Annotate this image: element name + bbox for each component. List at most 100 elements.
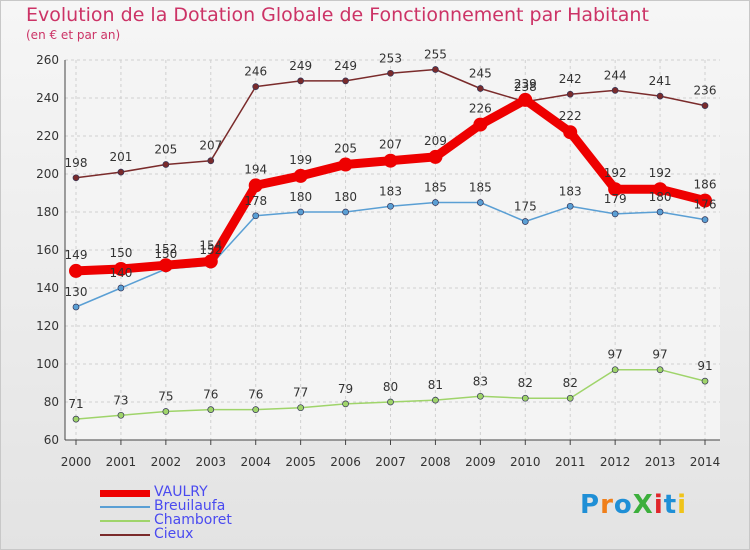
data-label-cieux: 238: [514, 80, 537, 94]
data-point-cieux: [207, 157, 215, 165]
data-label-cieux: 249: [334, 59, 357, 73]
data-label-chamboret: 97: [652, 348, 667, 362]
data-label-cieux: 242: [559, 72, 582, 86]
data-label-breuilaufa: 183: [379, 184, 402, 198]
data-label-chamboret: 80: [383, 380, 398, 394]
data-label-chamboret: 91: [697, 359, 712, 373]
y-tick-label: 100: [36, 357, 59, 371]
data-point-cieux: [656, 92, 664, 100]
data-label-vaulry: 207: [379, 138, 402, 152]
data-label-chamboret: 75: [158, 390, 173, 404]
data-point-breuilaufa: [297, 208, 304, 216]
data-point-breuilaufa: [701, 216, 709, 223]
data-point-vaulry: [653, 182, 668, 197]
data-label-breuilaufa: 176: [694, 198, 717, 212]
data-point-breuilaufa: [611, 210, 619, 218]
data-label-vaulry: 222: [559, 109, 582, 123]
logo-letter: P: [580, 490, 601, 520]
data-label-chamboret: 82: [563, 376, 578, 390]
x-tick-label: 2003: [196, 455, 227, 469]
data-label-vaulry: 226: [469, 102, 492, 116]
logo-letter: X: [632, 490, 654, 520]
data-label-breuilaufa: 179: [604, 192, 627, 206]
chart-title: Evolution de la Dotation Globale de Fonc…: [26, 4, 649, 26]
data-label-vaulry: 205: [334, 142, 357, 156]
data-label-breuilaufa: 140: [109, 266, 132, 280]
data-label-chamboret: 73: [113, 393, 128, 407]
chart-subtitle: (en € et par an): [26, 28, 121, 42]
data-point-vaulry: [383, 153, 398, 168]
y-tick-label: 180: [36, 205, 59, 219]
x-tick-label: 2000: [61, 455, 92, 469]
data-point-chamboret: [342, 400, 349, 408]
x-tick-label: 2012: [600, 455, 631, 469]
data-label-breuilaufa: 175: [514, 200, 537, 214]
x-tick-label: 2014: [690, 455, 721, 469]
data-point-cieux: [477, 85, 484, 92]
data-label-vaulry: 192: [649, 166, 672, 180]
y-tick-label: 220: [36, 129, 59, 143]
data-label-cieux: 198: [65, 156, 88, 170]
y-tick-label: 80: [44, 395, 59, 409]
data-point-breuilaufa: [342, 208, 349, 216]
data-point-chamboret: [701, 377, 709, 385]
data-point-breuilaufa: [387, 202, 394, 210]
data-label-breuilaufa: 183: [559, 184, 582, 198]
data-label-chamboret: 76: [248, 388, 263, 402]
logo-letter: t: [663, 490, 678, 520]
x-tick-label: 2002: [151, 455, 182, 469]
data-point-vaulry: [293, 168, 308, 183]
data-point-vaulry: [698, 193, 712, 208]
legend-swatch-breuilaufa: [100, 506, 150, 508]
data-point-vaulry: [563, 125, 578, 140]
data-point-vaulry: [608, 182, 623, 197]
x-tick-label: 2010: [510, 455, 541, 469]
legend-swatch-chamboret: [100, 520, 150, 522]
data-point-chamboret: [566, 394, 574, 402]
x-tick-label: 2006: [330, 455, 361, 469]
data-point-chamboret: [432, 396, 439, 404]
legend-label-chamboret: Chamboret: [154, 512, 232, 528]
data-point-chamboret: [117, 411, 125, 419]
data-label-chamboret: 81: [428, 378, 443, 392]
logo-letter: r: [600, 490, 614, 520]
legend-label-cieux: Cieux: [154, 526, 194, 542]
data-point-breuilaufa: [117, 284, 125, 292]
data-point-chamboret: [611, 366, 619, 374]
data-label-cieux: 253: [379, 51, 402, 65]
data-point-cieux: [342, 77, 349, 85]
data-point-breuilaufa: [252, 212, 260, 220]
data-label-cieux: 249: [289, 59, 312, 73]
x-tick-label: 2005: [285, 455, 316, 469]
data-label-breuilaufa: 185: [469, 181, 492, 195]
data-point-vaulry: [203, 254, 218, 269]
data-label-chamboret: 82: [518, 376, 533, 390]
data-label-cieux: 207: [199, 139, 222, 153]
data-point-chamboret: [162, 408, 170, 415]
data-point-cieux: [252, 83, 260, 90]
data-label-chamboret: 71: [68, 397, 83, 411]
data-point-breuilaufa: [656, 208, 664, 216]
data-point-vaulry: [428, 149, 443, 164]
data-label-vaulry: 239: [514, 77, 537, 91]
data-label-breuilaufa: 178: [244, 194, 267, 208]
x-tick-label: 2013: [645, 455, 676, 469]
y-tick-label: 140: [36, 281, 59, 295]
data-label-vaulry: 192: [604, 166, 627, 180]
series-lines: [69, 66, 712, 423]
legend-swatch-cieux: [100, 534, 150, 536]
logo-letter: i: [653, 490, 664, 520]
data-point-cieux: [611, 87, 619, 94]
data-point-vaulry: [248, 178, 263, 193]
x-tick-label: 2008: [420, 455, 451, 469]
data-label-chamboret: 77: [293, 386, 308, 400]
data-point-vaulry: [113, 262, 128, 276]
data-point-breuilaufa: [477, 199, 484, 206]
grid-lines: [65, 59, 720, 441]
x-tick-label: 2011: [555, 455, 586, 469]
data-label-vaulry: 186: [694, 178, 717, 192]
proxiti-logo: ProXiti: [580, 490, 687, 520]
data-label-vaulry: 194: [244, 162, 267, 176]
legend-swatch-vaulry: [100, 490, 150, 497]
data-label-chamboret: 79: [338, 382, 353, 396]
